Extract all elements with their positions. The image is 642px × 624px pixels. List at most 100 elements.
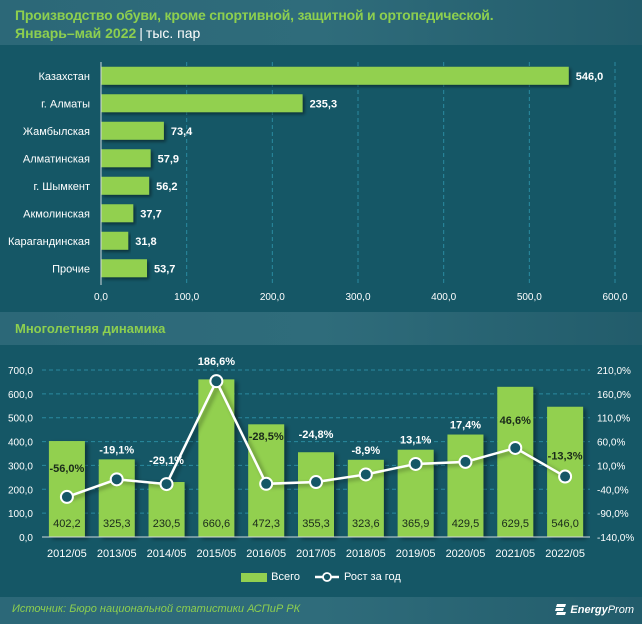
left-y-tick-label: 600,0	[8, 390, 33, 401]
category-label: Жамбылская	[23, 126, 90, 138]
x-tick-label: 2019/05	[396, 548, 436, 560]
left-y-tick-label: 300,0	[8, 461, 33, 472]
legend-item-total[interactable]: Всего	[241, 571, 300, 583]
growth-value-label: 13,1%	[400, 435, 431, 447]
legend: Всего Рост за год	[0, 571, 642, 583]
growth-value-label: -28,5%	[249, 431, 284, 443]
category-label: г. Шымкент	[34, 181, 91, 193]
category-label: Прочие	[52, 263, 90, 275]
growth-point	[259, 476, 274, 491]
left-y-tick-label: 700,0	[8, 366, 33, 377]
value-label: 31,8	[135, 236, 156, 248]
bar	[101, 66, 569, 85]
unit-label: тыс. пар	[145, 25, 201, 41]
separator: |	[139, 25, 143, 41]
right-y-tick-label: -40,0%	[597, 485, 629, 496]
logo-stripes-icon	[555, 604, 567, 615]
bar	[101, 231, 129, 250]
bar-value-label: 402,2	[53, 518, 81, 530]
x-tick-label: 2014/05	[147, 548, 187, 560]
header-band: Производство обуви, кроме спортивной, за…	[0, 0, 642, 45]
right-y-tick-label: 210,0%	[597, 366, 631, 377]
right-y-tick-label: 60,0%	[597, 438, 625, 449]
category-label: Алматинская	[23, 153, 90, 165]
bar	[298, 452, 334, 537]
bar	[101, 259, 148, 278]
bar	[198, 379, 235, 537]
growth-point	[508, 440, 523, 455]
right-y-tick-label: 110,0%	[597, 414, 630, 425]
value-label: 235,3	[310, 98, 338, 110]
legend-label-growth: Рост за год	[343, 571, 401, 583]
value-label: 546,0	[576, 71, 604, 83]
legend-bar-swatch	[241, 572, 268, 582]
x-tick-label: 200,0	[260, 292, 285, 303]
category-label: Карагандинская	[8, 236, 90, 248]
value-label: 53,7	[154, 263, 175, 275]
section2-band: Многолетняя динамика	[0, 312, 642, 345]
x-tick-label: 2016/05	[246, 548, 286, 560]
x-tick-label: 400,0	[431, 292, 456, 303]
x-tick-label: 2013/05	[97, 548, 137, 560]
bar-value-label: 660,6	[203, 518, 231, 530]
right-y-tick-label: 10,0%	[597, 461, 625, 472]
bar	[148, 482, 185, 537]
growth-value-label: 186,6%	[198, 356, 236, 368]
growth-value-label: -19,1%	[99, 444, 134, 456]
left-y-tick-label: 100,0	[8, 509, 33, 520]
bar-value-label: 230,5	[153, 518, 181, 530]
x-tick-label: 2012/05	[47, 548, 87, 560]
x-tick-label: 2015/05	[196, 548, 236, 560]
growth-point	[358, 467, 373, 482]
growth-point	[59, 489, 74, 504]
category-label: Акмолинская	[23, 208, 90, 220]
x-tick-label: 500,0	[517, 292, 542, 303]
x-tick-label: 2017/05	[296, 548, 336, 560]
bar	[48, 441, 85, 537]
right-y-tick-label: -140,0%	[597, 533, 634, 544]
logo-text-light: Prom	[607, 603, 634, 616]
value-label: 37,7	[140, 208, 161, 220]
bar-value-label: 355,3	[302, 518, 330, 530]
left-y-tick-label: 0,0	[19, 533, 33, 544]
dynamics-combo-chart: 0,0 100,0 200,0 300,0 400,0 500,0 600,0 700,0 -1…	[8, 356, 634, 560]
growth-value-label: 17,4%	[450, 420, 481, 432]
bar-value-label: 546,0	[551, 518, 579, 530]
growth-value-label: 46,6%	[500, 415, 531, 427]
logo-text-bold: Energy	[570, 603, 608, 616]
left-y-tick-label: 400,0	[8, 438, 33, 449]
bar	[447, 434, 484, 537]
bar	[101, 121, 164, 140]
energyprom-logo: EnergyProm	[555, 603, 634, 616]
left-y-tick-label: 200,0	[8, 485, 33, 496]
growth-value-label: -56,0%	[49, 463, 84, 475]
chart-title: Производство обуви, кроме спортивной, за…	[15, 7, 494, 23]
x-tick-label: 100,0	[174, 292, 199, 303]
bar-value-label: 325,3	[103, 518, 131, 530]
x-tick-label: 2022/05	[545, 548, 585, 560]
source-note: Источник: Бюро национальной статистики А…	[12, 603, 301, 615]
category-label: г. Алматы	[41, 98, 90, 110]
legend-label-total: Всего	[271, 571, 300, 583]
left-y-tick-label: 500,0	[8, 414, 33, 425]
growth-point	[209, 374, 224, 389]
growth-point	[458, 454, 473, 469]
growth-value-label: -13,3%	[548, 451, 583, 463]
period-label: Январь–май 2022	[15, 25, 137, 41]
regions-bar-chart: 0,0 100,0 200,0 300,0 400,0 500,0 600,0 Казахст…	[8, 62, 628, 303]
right-y-tick-label: 160,0%	[597, 390, 631, 401]
section2-title: Многолетняя динамика	[15, 321, 166, 336]
growth-point	[558, 469, 573, 484]
bar-value-label: 629,5	[502, 518, 530, 530]
value-label: 57,9	[158, 153, 179, 165]
bar	[101, 176, 150, 195]
legend-line-marker-icon	[314, 572, 339, 582]
x-tick-label: 2018/05	[346, 548, 386, 560]
right-y-tick-label: -90,0%	[597, 509, 629, 520]
legend-item-growth[interactable]: Рост за год	[314, 571, 401, 583]
growth-point	[109, 472, 124, 487]
bar-value-label: 323,6	[352, 518, 380, 530]
chart-subtitle: Январь–май 2022 | тыс. пар	[15, 25, 200, 41]
growth-value-label: -24,8%	[299, 429, 334, 441]
bar	[497, 386, 534, 537]
